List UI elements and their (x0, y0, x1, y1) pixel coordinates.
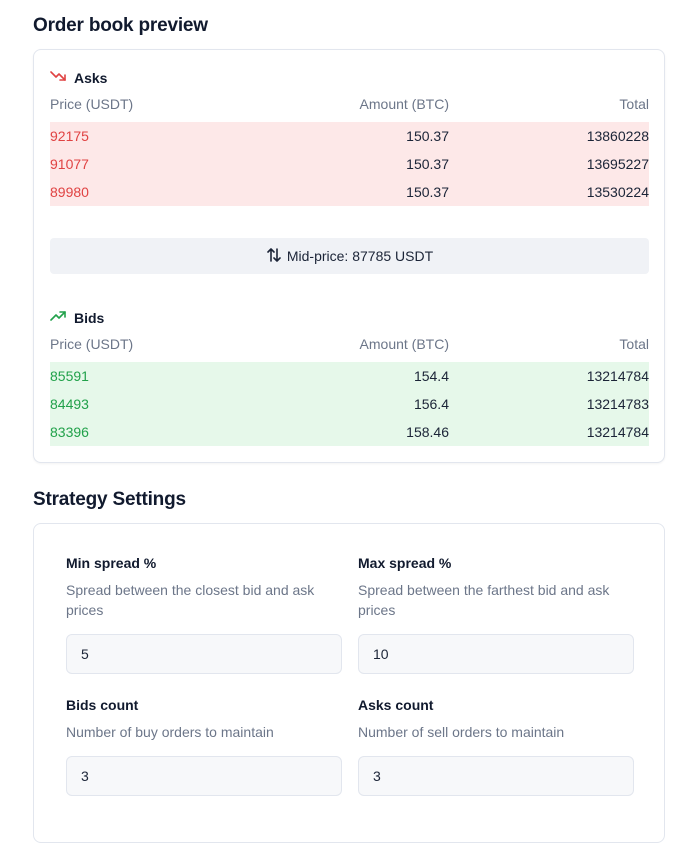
max-spread-input[interactable]: 10 (358, 634, 634, 674)
strategy-settings-card: Min spread % Spread between the closest … (33, 523, 665, 843)
bids-count-field: Bids count Number of buy orders to maint… (66, 697, 342, 796)
ask-amount: 150.37 (406, 156, 449, 172)
column-amount: Amount (BTC) (359, 336, 449, 352)
swap-vertical-icon (266, 247, 282, 266)
bid-amount: 154.4 (413, 368, 449, 384)
ask-row: 89980 150.37 13530224 (50, 178, 649, 206)
bid-price: 83396 (50, 424, 89, 440)
ask-total: 13530224 (586, 184, 649, 200)
min-spread-input[interactable]: 5 (66, 634, 342, 674)
asks-column-headers: Price (USDT) Amount (BTC) Total (50, 96, 649, 116)
asks-heading: Asks (50, 68, 107, 87)
bid-amount: 158.46 (406, 424, 449, 440)
min-spread-field: Min spread % Spread between the closest … (66, 555, 342, 674)
bid-total: 13214784 (586, 368, 649, 384)
trending-down-icon (50, 68, 66, 87)
min-spread-description: Spread between the closest bid and ask p… (66, 582, 315, 618)
asks-count-description: Number of sell orders to maintain (358, 724, 565, 740)
bid-amount: 156.4 (413, 396, 449, 412)
ask-total: 13860228 (586, 128, 649, 144)
asks-count-input[interactable]: 3 (358, 756, 634, 796)
ask-total: 13695227 (586, 156, 649, 172)
strategy-settings-title: Strategy Settings (33, 489, 186, 510)
bid-price: 85591 (50, 368, 89, 384)
column-price: Price (USDT) (50, 336, 134, 352)
ask-price: 92175 (50, 128, 89, 144)
bid-row: 84493 156.4 13214783 (50, 390, 649, 418)
ask-row: 91077 150.37 13695227 (50, 150, 649, 178)
max-spread-description: Spread between the farthest bid and ask … (358, 582, 610, 618)
bids-count-description: Number of buy orders to maintain (66, 724, 274, 740)
ask-price: 91077 (50, 156, 89, 172)
bid-price: 84493 (50, 396, 89, 412)
order-book-title: Order book preview (33, 15, 208, 36)
bid-total: 13214783 (586, 396, 649, 412)
bids-heading: Bids (50, 308, 104, 327)
bid-total: 13214784 (586, 424, 649, 440)
column-amount: Amount (BTC) (359, 96, 449, 112)
bid-row: 85591 154.4 13214784 (50, 362, 649, 390)
ask-row: 92175 150.37 13860228 (50, 122, 649, 150)
max-spread-field: Max spread % Spread between the farthest… (358, 555, 634, 674)
column-total: Total (619, 96, 649, 112)
ask-amount: 150.37 (406, 184, 449, 200)
bids-count-label: Bids count (66, 697, 139, 713)
order-book-card: Asks Price (USDT) Amount (BTC) Total 921… (33, 49, 665, 463)
asks-count-label: Asks count (358, 697, 434, 713)
min-spread-label: Min spread % (66, 555, 157, 571)
trending-up-icon (50, 308, 66, 327)
mid-price-bar: Mid-price: 87785 USDT (50, 238, 649, 274)
bids-count-input[interactable]: 3 (66, 756, 342, 796)
ask-amount: 150.37 (406, 128, 449, 144)
column-total: Total (619, 336, 649, 352)
bids-label: Bids (74, 309, 105, 326)
bids-column-headers: Price (USDT) Amount (BTC) Total (50, 336, 649, 356)
bid-row: 83396 158.46 13214784 (50, 418, 649, 446)
ask-price: 89980 (50, 184, 89, 200)
asks-count-field: Asks count Number of sell orders to main… (358, 697, 634, 796)
column-price: Price (USDT) (50, 96, 134, 112)
max-spread-label: Max spread % (358, 555, 452, 571)
mid-price-text: Mid-price: 87785 USDT (286, 248, 434, 264)
asks-label: Asks (74, 69, 108, 86)
